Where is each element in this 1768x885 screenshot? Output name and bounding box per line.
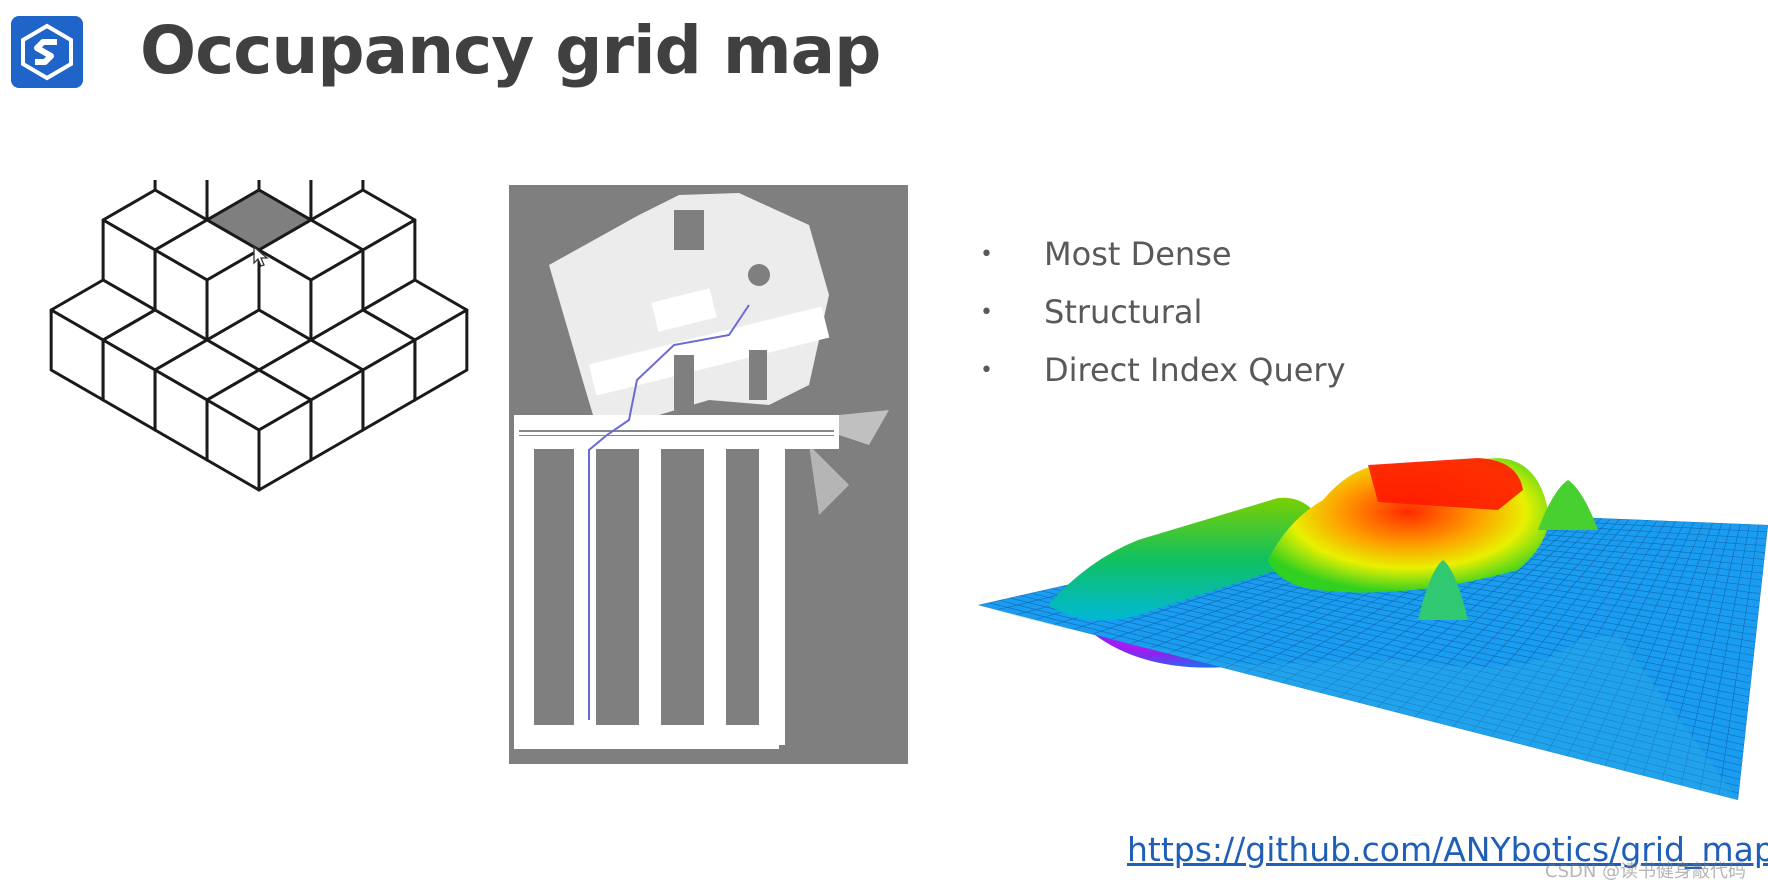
mesh-line: [1585, 521, 1695, 762]
list-item: • Most Dense: [980, 225, 1346, 283]
list-item-label: Structural: [1044, 293, 1203, 331]
mesh-line: [1680, 523, 1741, 786]
mesh-line: [1376, 517, 1593, 708]
list-item: • Direct Index Query: [980, 341, 1346, 399]
mesh-line: [1528, 520, 1667, 747]
cube-stack-illustration: [49, 180, 469, 492]
app-logo-icon: [11, 16, 83, 88]
mouse-cursor-icon: [253, 246, 269, 267]
mesh-line: [1452, 519, 1630, 728]
mesh-line: [1623, 522, 1713, 771]
mesh-line: [1433, 518, 1621, 723]
mesh-line: [1699, 524, 1750, 791]
bullet-dot-icon: •: [980, 241, 993, 267]
mesh-line: [1414, 518, 1611, 718]
elevation-surface-illustration: [978, 458, 1768, 800]
list-item-label: Direct Index Query: [1044, 351, 1346, 389]
csdn-watermark: CSDN @读书健身敲代码: [1545, 861, 1747, 882]
mesh-line: [1395, 518, 1602, 713]
mesh-line: [1604, 522, 1704, 766]
mesh-line: [1718, 524, 1760, 796]
bullet-dot-icon: •: [980, 357, 993, 383]
page-title: Occupancy grid map: [140, 12, 881, 89]
github-link[interactable]: https://github.com/ANYbotics/grid_map: [1127, 830, 1768, 869]
list-item: • Structural: [980, 283, 1346, 341]
mesh-line: [1509, 520, 1658, 742]
mesh-line: [1490, 519, 1648, 737]
list-item-label: Most Dense: [1044, 235, 1232, 273]
mesh-line: [1642, 523, 1723, 776]
mesh-line: [1547, 521, 1676, 752]
occupancy-map-image: [509, 185, 908, 764]
mesh-line: [1357, 517, 1584, 703]
occupancy-map-drawing: [514, 193, 889, 749]
mesh-line: [1471, 519, 1639, 732]
mesh-line: [1661, 523, 1732, 781]
feature-list: • Most Dense • Structural • Direct Index…: [980, 225, 1346, 399]
logo-glyph: [21, 23, 73, 81]
cube-right-face: [257, 398, 313, 492]
mesh-line: [1566, 521, 1686, 757]
bullet-dot-icon: •: [980, 299, 993, 325]
